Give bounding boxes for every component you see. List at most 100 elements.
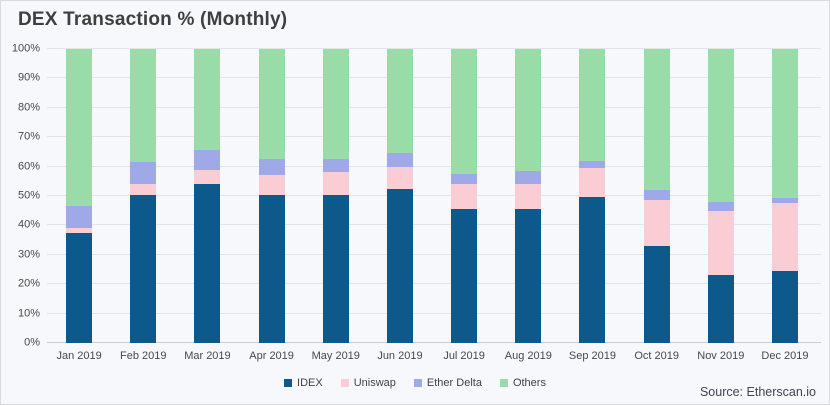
bar-slot-jun-2019 <box>368 49 432 343</box>
bar-slot-feb-2019 <box>111 49 175 343</box>
segment-others-dec-2019[interactable] <box>771 49 798 198</box>
segment-others-oct-2019[interactable] <box>643 49 670 191</box>
segment-others-mar-2019[interactable] <box>194 49 221 151</box>
segment-others-sep-2019[interactable] <box>579 49 606 161</box>
segment-others-nov-2019[interactable] <box>707 49 734 202</box>
gridline-20 <box>47 283 821 285</box>
legend-item-ether-delta[interactable]: Ether Delta <box>413 377 482 389</box>
stacked-bar-sep-2019 <box>579 49 606 343</box>
segment-uniswap-oct-2019[interactable] <box>643 200 670 246</box>
segment-uniswap-nov-2019[interactable] <box>707 210 734 276</box>
segment-ether-delta-jan-2019[interactable] <box>66 206 93 229</box>
source-label: Source: Etherscan.io <box>699 385 816 399</box>
bar-slot-oct-2019 <box>625 49 689 343</box>
segment-idex-mar-2019[interactable] <box>194 184 221 343</box>
x-tick-label-sep-2019: Sep 2019 <box>568 350 617 362</box>
stacked-bar-jun-2019 <box>386 49 413 343</box>
x-tick-label-apr-2019: Apr 2019 <box>249 350 294 362</box>
segment-idex-feb-2019[interactable] <box>130 194 157 343</box>
segment-ether-delta-nov-2019[interactable] <box>707 201 734 211</box>
segment-idex-sep-2019[interactable] <box>579 197 606 343</box>
segment-ether-delta-apr-2019[interactable] <box>258 159 285 176</box>
y-tick-label-30: 30% <box>17 248 40 261</box>
gridline-50 <box>47 195 821 196</box>
legend-swatch-icon <box>499 379 508 387</box>
segment-idex-apr-2019[interactable] <box>258 194 285 343</box>
legend-swatch-icon <box>340 379 349 387</box>
segment-ether-delta-may-2019[interactable] <box>322 159 349 173</box>
bar-slot-nov-2019 <box>689 49 753 343</box>
y-tick-label-90: 90% <box>17 71 40 84</box>
segment-idex-jul-2019[interactable] <box>451 209 478 343</box>
segment-ether-delta-jul-2019[interactable] <box>451 173 478 185</box>
segment-ether-delta-mar-2019[interactable] <box>194 150 221 170</box>
bar-slot-jul-2019 <box>432 49 496 343</box>
segment-idex-aug-2019[interactable] <box>515 209 542 343</box>
segment-idex-dec-2019[interactable] <box>771 270 798 343</box>
segment-uniswap-mar-2019[interactable] <box>194 169 221 185</box>
segment-idex-jan-2019[interactable] <box>66 232 93 343</box>
segment-ether-delta-oct-2019[interactable] <box>643 190 670 201</box>
legend-swatch-icon <box>413 379 422 387</box>
segment-idex-may-2019[interactable] <box>322 194 349 343</box>
legend: IDEX Uniswap Ether Delta Others <box>1 377 829 389</box>
plot-area: 0% 10% 20% 30% 40% 50% 60% 70% 80% 90% 100% Jan 20… <box>12 43 821 362</box>
y-tick-label-40: 40% <box>17 218 40 231</box>
segment-ether-delta-sep-2019[interactable] <box>579 160 606 169</box>
y-tick-label-20: 20% <box>17 277 40 290</box>
legend-item-others[interactable]: Others <box>499 377 546 389</box>
chart-title: DEX Transaction % (Monthly) <box>18 9 288 30</box>
segment-others-apr-2019[interactable] <box>258 49 285 160</box>
segment-others-jul-2019[interactable] <box>451 49 478 174</box>
gridline-60 <box>47 165 821 167</box>
gridline-30 <box>47 253 821 255</box>
segment-idex-nov-2019[interactable] <box>707 275 734 343</box>
segment-others-aug-2019[interactable] <box>515 49 542 172</box>
legend-swatch-icon <box>284 379 293 387</box>
stacked-bar-jan-2019 <box>66 49 93 343</box>
segment-uniswap-jan-2019[interactable] <box>66 228 93 233</box>
x-tick-label-aug-2019: Aug 2019 <box>504 350 552 362</box>
y-tick-label-80: 80% <box>17 101 40 114</box>
stacked-bar-jul-2019 <box>451 49 478 343</box>
stacked-bar-dec-2019 <box>771 49 798 343</box>
legend-item-idex[interactable]: IDEX <box>284 377 323 389</box>
segment-ether-delta-aug-2019[interactable] <box>515 171 542 185</box>
segment-ether-delta-dec-2019[interactable] <box>771 197 798 204</box>
bar-slot-mar-2019 <box>175 49 239 343</box>
segment-uniswap-jun-2019[interactable] <box>386 166 413 189</box>
stacked-bar-mar-2019 <box>194 49 221 343</box>
segment-uniswap-dec-2019[interactable] <box>771 203 798 271</box>
x-tick-label-dec-2019: Dec 2019 <box>761 350 809 362</box>
y-tick-label-10: 10% <box>17 307 40 320</box>
segment-others-feb-2019[interactable] <box>130 49 157 163</box>
segment-uniswap-may-2019[interactable] <box>322 172 349 195</box>
segment-uniswap-jul-2019[interactable] <box>451 184 478 210</box>
segment-others-jun-2019[interactable] <box>386 49 413 154</box>
x-tick-label-jun-2019: Jun 2019 <box>377 350 423 362</box>
legend-item-uniswap[interactable]: Uniswap <box>340 377 396 389</box>
segment-idex-jun-2019[interactable] <box>386 188 413 343</box>
segment-ether-delta-jun-2019[interactable] <box>386 153 413 167</box>
stacked-bar-aug-2019 <box>515 49 542 343</box>
segment-uniswap-feb-2019[interactable] <box>130 184 157 195</box>
x-tick-label-may-2019: May 2019 <box>311 350 360 362</box>
segment-ether-delta-feb-2019[interactable] <box>130 162 157 185</box>
y-tick-label-70: 70% <box>17 130 40 143</box>
x-tick-label-mar-2019: Mar 2019 <box>184 350 231 362</box>
stacked-bar-feb-2019 <box>130 49 157 343</box>
segment-others-may-2019[interactable] <box>322 49 349 160</box>
bar-slot-jan-2019 <box>47 49 111 343</box>
gridline-80 <box>47 106 821 108</box>
y-tick-label-0: 0% <box>24 336 40 349</box>
segment-others-jan-2019[interactable] <box>66 49 93 207</box>
segment-uniswap-apr-2019[interactable] <box>258 175 285 195</box>
gridline-40 <box>47 224 821 226</box>
segment-uniswap-aug-2019[interactable] <box>515 184 542 210</box>
bar-slot-dec-2019 <box>753 49 817 343</box>
x-tick-label-feb-2019: Feb 2019 <box>120 350 167 362</box>
x-tick-label-jul-2019: Jul 2019 <box>443 350 485 362</box>
segment-uniswap-sep-2019[interactable] <box>579 168 606 198</box>
segment-idex-oct-2019[interactable] <box>643 245 670 343</box>
